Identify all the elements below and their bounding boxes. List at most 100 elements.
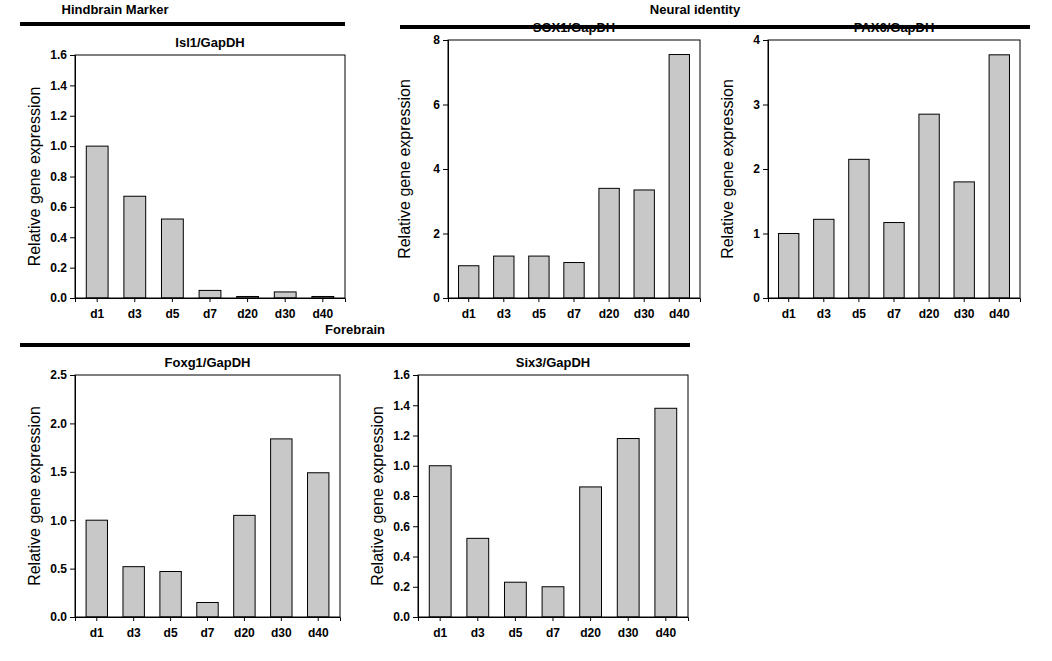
tick-mark — [70, 520, 75, 521]
tick-mark — [70, 375, 75, 376]
tick-mark — [763, 234, 768, 235]
tick-mark — [70, 207, 75, 208]
tick-label: 2.0 — [50, 417, 67, 431]
tick: 1.0 — [50, 514, 75, 528]
tick-label: d7 — [546, 626, 560, 640]
tick-mark — [70, 116, 75, 117]
bar — [274, 292, 296, 298]
bar — [529, 256, 549, 298]
tick-mark — [929, 298, 930, 302]
tick-mark — [443, 234, 448, 235]
tick-mark — [644, 298, 645, 302]
chart: 01234d1d3d5d7d20d30d40PAX6/GapDHRelative… — [719, 20, 1021, 321]
tick: d30 — [275, 298, 296, 321]
y-axis: 0.00.20.40.60.81.01.21.41.6 — [393, 368, 418, 624]
tick: 1.4 — [393, 399, 418, 413]
tick-label: 0.0 — [50, 610, 67, 624]
tick: d3 — [497, 298, 511, 321]
tick-label: d30 — [275, 307, 296, 321]
tick-label: d20 — [580, 626, 601, 640]
tick: d1 — [782, 298, 796, 321]
tick: d5 — [532, 298, 546, 321]
plot-frame — [768, 40, 1020, 298]
tick-label: 0.5 — [50, 562, 67, 576]
tick-label: 0.4 — [50, 231, 67, 245]
tick: d40 — [308, 617, 329, 640]
tick-mark — [70, 298, 75, 299]
tick-label: d3 — [127, 626, 141, 640]
tick: 0.6 — [393, 520, 418, 534]
tick: d20 — [237, 298, 258, 321]
tick-mark — [574, 298, 575, 302]
tick-mark — [70, 423, 75, 424]
tick-mark — [285, 298, 286, 302]
tick-mark — [413, 405, 418, 406]
x-axis: d1d3d5d7d20d30d40 — [769, 298, 1021, 321]
tick-mark — [413, 617, 418, 618]
tick: 0.8 — [393, 489, 418, 503]
chart: 0.00.20.40.60.81.01.21.41.6d1d3d5d7d20d3… — [26, 35, 346, 321]
tick-label: d40 — [989, 307, 1010, 321]
axis-line — [443, 41, 449, 299]
tick-label: d40 — [308, 626, 329, 640]
tick-mark — [97, 298, 98, 302]
plot-frame — [75, 375, 340, 617]
tick-mark — [244, 617, 245, 621]
tick-label: 0.4 — [393, 550, 410, 564]
tick-mark — [70, 569, 75, 570]
tick-mark — [318, 617, 319, 621]
tick: d5 — [165, 298, 179, 321]
tick-label: 1.4 — [50, 79, 67, 93]
tick-mark — [999, 298, 1000, 302]
tick: 0.4 — [393, 550, 418, 564]
bar — [849, 159, 869, 298]
tick-label: d1 — [433, 626, 447, 640]
tick: 0.8 — [50, 170, 75, 184]
tick-mark — [70, 237, 75, 238]
tick-mark — [679, 298, 680, 302]
tick-mark — [322, 298, 323, 302]
bar — [884, 223, 904, 298]
bars — [429, 408, 676, 617]
tick-label: d40 — [669, 307, 690, 321]
bar — [234, 515, 255, 617]
tick-mark — [788, 298, 789, 302]
tick-label: 0.6 — [393, 520, 410, 534]
tick-mark — [609, 298, 610, 302]
tick-mark — [538, 298, 539, 302]
y-axis-title: Relative gene expression — [369, 406, 386, 586]
tick-mark — [133, 617, 134, 621]
plot-frame — [418, 375, 688, 617]
tick-mark — [665, 617, 666, 621]
y-axis-title: Relative gene expression — [719, 79, 736, 259]
bar — [504, 582, 526, 617]
tick: 1 — [753, 227, 768, 241]
tick: d7 — [887, 298, 901, 321]
tick-label: 0.8 — [393, 489, 410, 503]
tick-label: d7 — [567, 307, 581, 321]
tick-label: d7 — [887, 307, 901, 321]
bar — [494, 256, 514, 298]
plot-frame — [75, 55, 345, 298]
y-axis: 01234 — [753, 33, 768, 305]
tick: 1.5 — [50, 465, 75, 479]
tick: 1.0 — [393, 459, 418, 473]
bar — [86, 520, 107, 617]
bar — [634, 190, 654, 298]
tick: 0.0 — [50, 291, 75, 305]
x-axis: d1d3d5d7d20d30d40 — [76, 298, 346, 321]
axis-line — [763, 41, 769, 299]
y-axis: 0.00.20.40.60.81.01.21.41.6 — [50, 48, 75, 305]
tick-label: 6 — [433, 98, 440, 112]
bar — [564, 263, 584, 298]
tick-label: 1.6 — [50, 48, 67, 62]
tick-mark — [440, 617, 441, 621]
bar — [161, 219, 183, 298]
x-axis: d1d3d5d7d20d30d40 — [76, 617, 341, 640]
bar — [580, 487, 602, 617]
tick: d30 — [954, 298, 975, 321]
tick: d3 — [127, 617, 141, 640]
chart: 02468d1d3d5d7d20d30d40SOX1/GapDHRelative… — [396, 20, 701, 321]
y-axis-title: Relative gene expression — [26, 406, 43, 586]
tick: 1.6 — [50, 48, 75, 62]
